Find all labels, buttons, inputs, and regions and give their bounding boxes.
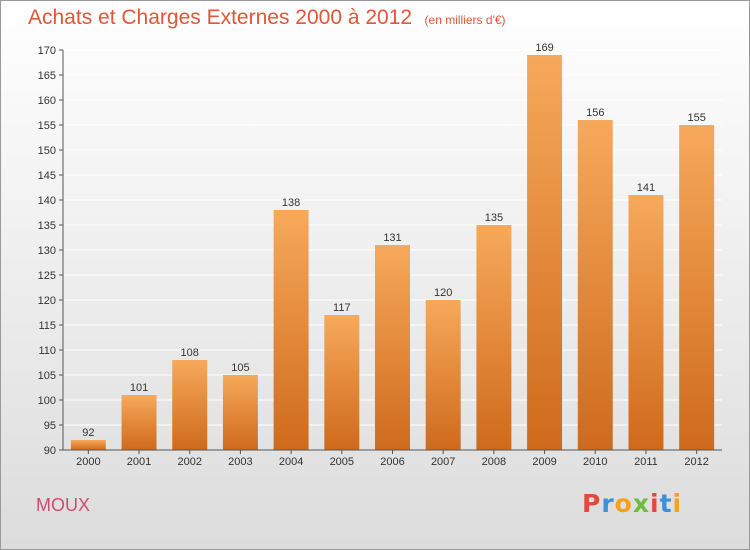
data-label: 155 <box>687 112 705 124</box>
value-labels: 92 101 108 105 138 117 131 120 135 169 156 141 155 <box>82 42 706 439</box>
data-label: 101 <box>130 382 148 394</box>
y-tick-label: 100 <box>38 395 56 407</box>
data-label: 131 <box>383 232 401 244</box>
bars <box>70 55 715 450</box>
bar <box>527 55 563 450</box>
y-tick-label: 95 <box>44 420 56 432</box>
data-label: 105 <box>231 362 249 374</box>
data-label: 108 <box>181 347 199 359</box>
logo-letter: x <box>632 489 650 518</box>
bar <box>172 360 208 450</box>
x-tick-label: 2010 <box>583 456 607 468</box>
x-tick-label: 2008 <box>482 456 506 468</box>
x-tick-label: 2005 <box>330 456 354 468</box>
logo-letter: o <box>614 489 633 518</box>
data-label: 92 <box>82 427 94 439</box>
logo-letter: i <box>650 489 660 518</box>
x-tick-label: 2009 <box>532 456 556 468</box>
y-tick-label: 145 <box>38 170 56 182</box>
x-tick-label: 2006 <box>380 456 404 468</box>
x-tick-label: 2001 <box>127 456 151 468</box>
bar <box>577 120 613 450</box>
x-tick-label: 2000 <box>76 456 100 468</box>
x-tick-label: 2004 <box>279 456 303 468</box>
bar <box>222 375 258 450</box>
y-tick-label: 110 <box>38 345 56 357</box>
data-label: 135 <box>485 212 503 224</box>
data-label: 156 <box>586 107 604 119</box>
y-tick-label: 150 <box>38 145 56 157</box>
bar <box>476 225 512 450</box>
chart-title: Achats et Charges Externes 2000 à 2012 <box>28 6 413 29</box>
bar <box>273 210 309 450</box>
data-label: 120 <box>434 287 452 299</box>
y-tick-label: 135 <box>38 220 56 232</box>
logo-letter: i <box>672 489 683 518</box>
bar <box>375 245 410 450</box>
chart-subtitle: (en milliers d'€) <box>424 13 506 27</box>
bar <box>425 300 461 450</box>
y-tick-label: 130 <box>38 245 56 257</box>
proxiti-logo[interactable]: Proxiti <box>582 489 682 518</box>
bar <box>324 315 360 450</box>
x-tick-label: 2007 <box>431 456 455 468</box>
y-tick-label: 160 <box>38 95 56 107</box>
x-tick-label: 2003 <box>228 456 252 468</box>
data-label: 141 <box>637 182 655 194</box>
bar <box>679 125 715 450</box>
x-tick-label: 2002 <box>177 456 201 468</box>
data-label: 169 <box>535 42 553 54</box>
y-tick-label: 165 <box>38 70 56 82</box>
y-tick-label: 140 <box>38 195 56 207</box>
logo-letter: P <box>582 489 602 518</box>
x-tick-label: 2012 <box>684 456 708 468</box>
data-label: 117 <box>333 302 351 314</box>
y-tick-label: 125 <box>38 270 56 282</box>
bar <box>628 195 664 450</box>
y-tick-label: 120 <box>38 295 56 307</box>
x-tick-label: 2011 <box>634 456 658 468</box>
y-tick-label: 90 <box>44 445 56 457</box>
y-tick-label: 170 <box>38 45 56 57</box>
axes: 90 95 100 105 110 115 120 125 130 135 140 145 150 155… <box>38 45 722 468</box>
commune-name: MOUX <box>36 495 90 515</box>
title-row: Achats et Charges Externes 2000 à 2012 (… <box>28 6 506 30</box>
data-label: 138 <box>282 197 300 209</box>
logo-letter: t <box>659 489 673 518</box>
logo-letter: r <box>601 489 615 518</box>
y-tick-label: 155 <box>38 120 56 132</box>
bar <box>121 395 157 450</box>
bar <box>70 440 106 450</box>
y-tick-label: 105 <box>38 370 56 382</box>
y-tick-label: 115 <box>38 320 56 332</box>
